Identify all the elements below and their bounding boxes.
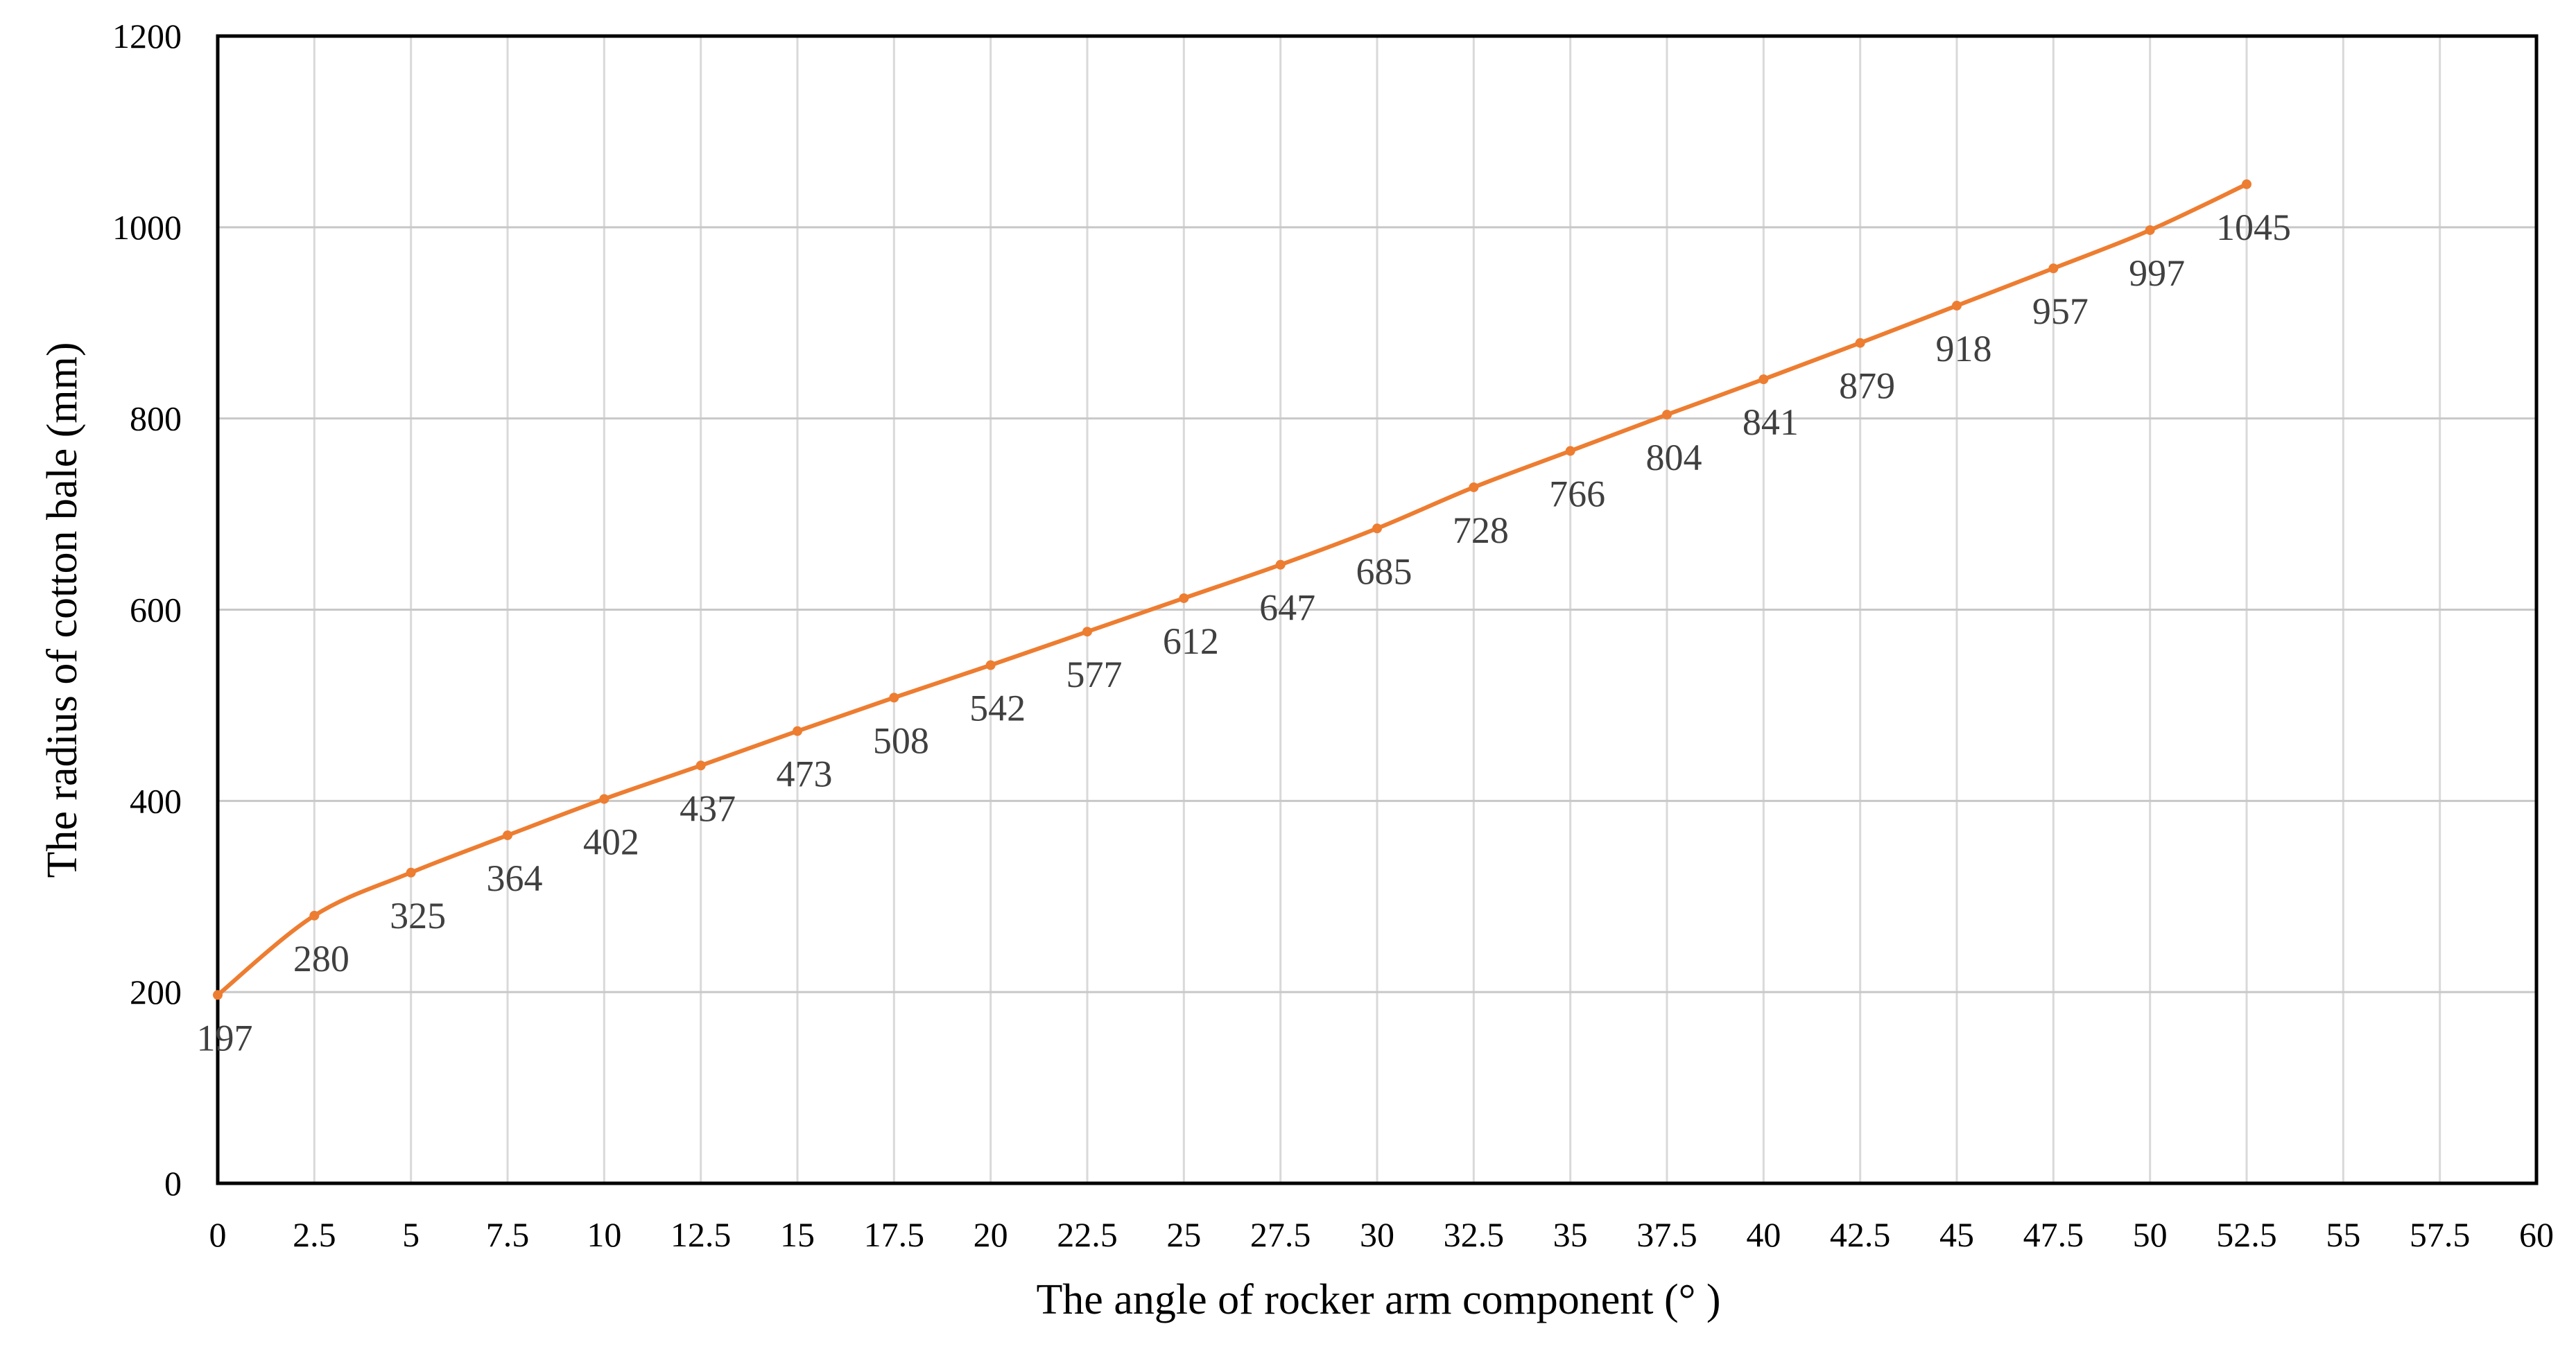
data-point <box>1565 446 1575 456</box>
data-points <box>213 179 2251 1000</box>
data-point <box>309 910 320 921</box>
x-tick-label: 27.5 <box>1250 1215 1311 1254</box>
data-point <box>1855 338 1865 348</box>
data-label: 879 <box>1839 365 1895 407</box>
data-label: 364 <box>487 858 543 899</box>
x-axis-ticks: 0 2.5 5 7.5 10 12.5 15 17.5 20 22.5 25 27.5 30 32.5 35… <box>209 1215 2555 1254</box>
y-tick-label: 200 <box>130 973 182 1011</box>
data-labels: 197 280 325 364 402 437 473 508 542 577 612 647 685 7… <box>197 207 2292 1059</box>
x-tick-label: 12.5 <box>671 1215 732 1254</box>
x-tick-label: 40 <box>1746 1215 1781 1254</box>
x-tick-label: 52.5 <box>2216 1215 2277 1254</box>
data-point <box>2242 179 2251 189</box>
x-tick-label: 37.5 <box>1636 1215 1697 1254</box>
x-axis-title: The angle of rocker arm component (° ) <box>1036 1276 1720 1323</box>
data-label: 508 <box>873 720 929 761</box>
data-point <box>695 760 706 771</box>
y-axis-title: The radius of cotton bale (mm) <box>39 342 86 878</box>
x-tick-label: 30 <box>1360 1215 1394 1254</box>
y-tick-label: 600 <box>130 591 182 629</box>
x-tick-label: 0 <box>209 1215 227 1254</box>
gridlines <box>216 35 2538 1185</box>
data-label: 577 <box>1066 654 1123 695</box>
x-tick-label: 22.5 <box>1057 1215 1118 1254</box>
y-tick-label: 1200 <box>112 17 182 55</box>
y-tick-label: 400 <box>130 781 182 820</box>
data-label: 612 <box>1163 620 1219 662</box>
x-tick-label: 7.5 <box>486 1215 530 1254</box>
data-point <box>793 726 802 736</box>
data-label: 766 <box>1549 473 1605 515</box>
data-label: 280 <box>293 938 349 980</box>
data-label: 804 <box>1646 437 1702 478</box>
x-tick-label: 35 <box>1553 1215 1588 1254</box>
data-point <box>1662 410 1672 420</box>
data-point <box>1952 300 1962 311</box>
data-label: 957 <box>2032 290 2089 332</box>
x-tick-label: 50 <box>2133 1215 2168 1254</box>
x-tick-label: 5 <box>402 1215 420 1254</box>
data-label: 647 <box>1259 587 1315 629</box>
x-tick-label: 15 <box>780 1215 815 1254</box>
data-point <box>1179 593 1189 603</box>
y-tick-label: 0 <box>164 1164 182 1203</box>
x-tick-label: 20 <box>974 1215 1008 1254</box>
x-tick-label: 17.5 <box>864 1215 925 1254</box>
data-point <box>889 693 899 703</box>
y-tick-label: 800 <box>130 399 182 438</box>
data-point <box>1758 374 1769 385</box>
data-label: 918 <box>1936 328 1992 369</box>
x-tick-label: 42.5 <box>1830 1215 1891 1254</box>
data-point <box>503 830 512 840</box>
x-tick-label: 60 <box>2519 1215 2554 1254</box>
x-tick-label: 57.5 <box>2410 1215 2471 1254</box>
x-tick-label: 55 <box>2326 1215 2360 1254</box>
data-point <box>406 867 416 878</box>
data-label: 997 <box>2129 252 2185 294</box>
data-label: 1045 <box>2216 207 2291 248</box>
plot-area-frame <box>216 34 2539 1185</box>
data-point <box>1082 627 1092 637</box>
x-tick-label: 10 <box>587 1215 621 1254</box>
data-point <box>985 660 996 670</box>
x-tick-label: 32.5 <box>1444 1215 1505 1254</box>
x-tick-label: 2.5 <box>293 1215 336 1254</box>
data-label: 542 <box>969 687 1026 729</box>
x-tick-label: 25 <box>1166 1215 1201 1254</box>
data-label: 685 <box>1356 550 1412 592</box>
x-tick-label: 45 <box>1939 1215 1974 1254</box>
data-label: 728 <box>1453 510 1509 551</box>
data-point <box>599 794 610 804</box>
data-point <box>1372 523 1382 534</box>
data-label: 841 <box>1743 401 1799 443</box>
data-point <box>2048 263 2059 274</box>
data-label: 437 <box>680 787 736 829</box>
data-label: 402 <box>583 821 639 863</box>
data-point <box>2145 225 2155 235</box>
data-label: 473 <box>777 754 833 795</box>
data-point <box>213 990 223 1000</box>
data-point <box>1275 559 1286 570</box>
y-axis-ticks: 0 200 400 600 800 1000 1200 <box>112 17 182 1203</box>
x-tick-label: 47.5 <box>2023 1215 2084 1254</box>
data-label: 325 <box>390 895 446 937</box>
y-tick-label: 1000 <box>112 208 182 247</box>
data-label: 197 <box>197 1017 253 1059</box>
series-line <box>216 182 2248 997</box>
data-point <box>1469 482 1479 492</box>
